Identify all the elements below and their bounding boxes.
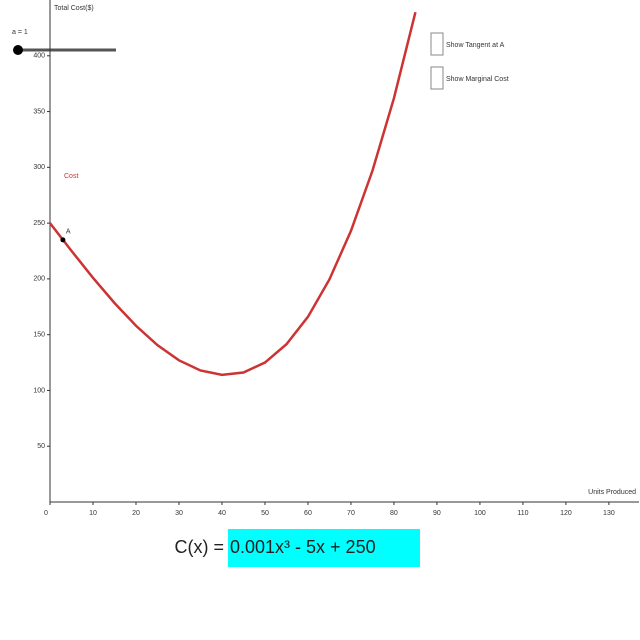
input-label: C(x) = <box>175 537 225 557</box>
slider-knob[interactable] <box>13 45 23 55</box>
x-tick-label: 40 <box>218 510 226 517</box>
y-tick-label: 350 <box>33 108 45 115</box>
cost-curve <box>49 11 417 377</box>
y-tick-label: 200 <box>33 276 45 283</box>
x-tick-label: 130 <box>603 510 615 517</box>
checkbox[interactable] <box>430 32 444 56</box>
y-tick-label: 50 <box>37 443 45 450</box>
x-tick-label: 30 <box>175 510 183 517</box>
checkbox[interactable] <box>430 66 444 90</box>
point-a <box>60 237 66 243</box>
y-tick-label: 300 <box>33 164 45 171</box>
slider-label: a = 1 <box>12 29 28 36</box>
point-label: A <box>66 229 71 236</box>
input-value: 0.001x³ - 5x + 250 <box>230 537 376 557</box>
y-axis-label: Total Cost($) <box>54 5 94 12</box>
x-tick-label: 120 <box>560 510 572 517</box>
y-tick-label: 400 <box>33 53 45 60</box>
x-tick-label: 0 <box>44 510 48 517</box>
x-tick-label: 90 <box>433 510 441 517</box>
x-tick-label: 20 <box>132 510 140 517</box>
checkbox-label: Show Marginal Cost <box>446 76 509 83</box>
x-tick-label: 50 <box>261 510 269 517</box>
x-tick-label: 110 <box>517 510 528 517</box>
checkbox-label: Show Tangent at A <box>446 42 505 49</box>
y-tick-label: 100 <box>33 387 45 394</box>
x-tick-label: 60 <box>304 510 312 517</box>
x-tick-label: 10 <box>89 510 97 517</box>
input-box[interactable] <box>228 529 420 567</box>
curve-label: Cost <box>64 173 78 180</box>
x-tick-label: 80 <box>390 510 398 517</box>
y-tick-label: 250 <box>33 220 45 227</box>
x-tick-label: 70 <box>347 510 355 517</box>
x-tick-label: 100 <box>474 510 486 517</box>
x-axis-label: Units Produced <box>588 489 636 496</box>
y-tick-label: 150 <box>33 332 45 339</box>
